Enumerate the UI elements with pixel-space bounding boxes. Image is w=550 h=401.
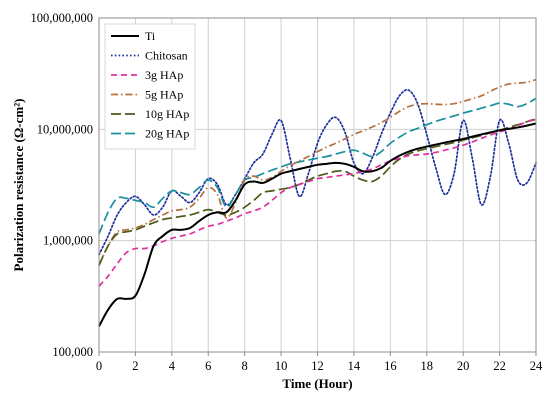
legend: Ti Chitosan 3g HAp 5g HAp 10g HAp 20g HAp <box>104 23 196 150</box>
legend-label: 20g HAp <box>145 127 189 141</box>
y-tick-label: 100,000,000 <box>31 11 94 25</box>
legend-box <box>104 23 196 150</box>
x-tick-label: 10 <box>275 359 288 373</box>
x-tick-label: 4 <box>169 359 176 373</box>
series-line-3g-hap <box>98 117 537 287</box>
series-line-10g-hap <box>98 118 537 266</box>
x-tick-label: 2 <box>132 359 138 373</box>
y-axis-title: Polarization resistance (Ω-cm²) <box>11 99 26 272</box>
x-tick-label: 20 <box>457 359 470 373</box>
y-tick-label: 100,000 <box>52 345 93 359</box>
x-tick-label: 6 <box>205 359 211 373</box>
series-line-20g-hap <box>98 97 537 235</box>
x-tick-label: 14 <box>348 359 361 373</box>
x-tick-label: 22 <box>493 359 506 373</box>
x-tick-label: 12 <box>311 359 324 373</box>
legend-label: Ti <box>145 29 156 43</box>
legend-label: 10g HAp <box>145 107 189 121</box>
x-tick-label: 16 <box>384 359 397 373</box>
y-tick-label: 10,000,000 <box>37 122 93 136</box>
x-tick-label: 18 <box>421 359 434 373</box>
legend-label: 3g HAp <box>145 68 183 82</box>
x-axis-title: Time (Hour) <box>282 376 352 391</box>
x-tick-label: 24 <box>530 359 543 373</box>
series-line-5g-hap <box>98 78 537 266</box>
y-tick-label: 1,000,000 <box>43 234 93 248</box>
legend-label: Chitosan <box>145 49 188 63</box>
x-tick-label: 8 <box>242 359 248 373</box>
x-tick-label: 0 <box>96 359 102 373</box>
series-line-ti <box>98 122 537 327</box>
legend-label: 5g HAp <box>145 88 183 102</box>
series-lines <box>98 78 537 327</box>
